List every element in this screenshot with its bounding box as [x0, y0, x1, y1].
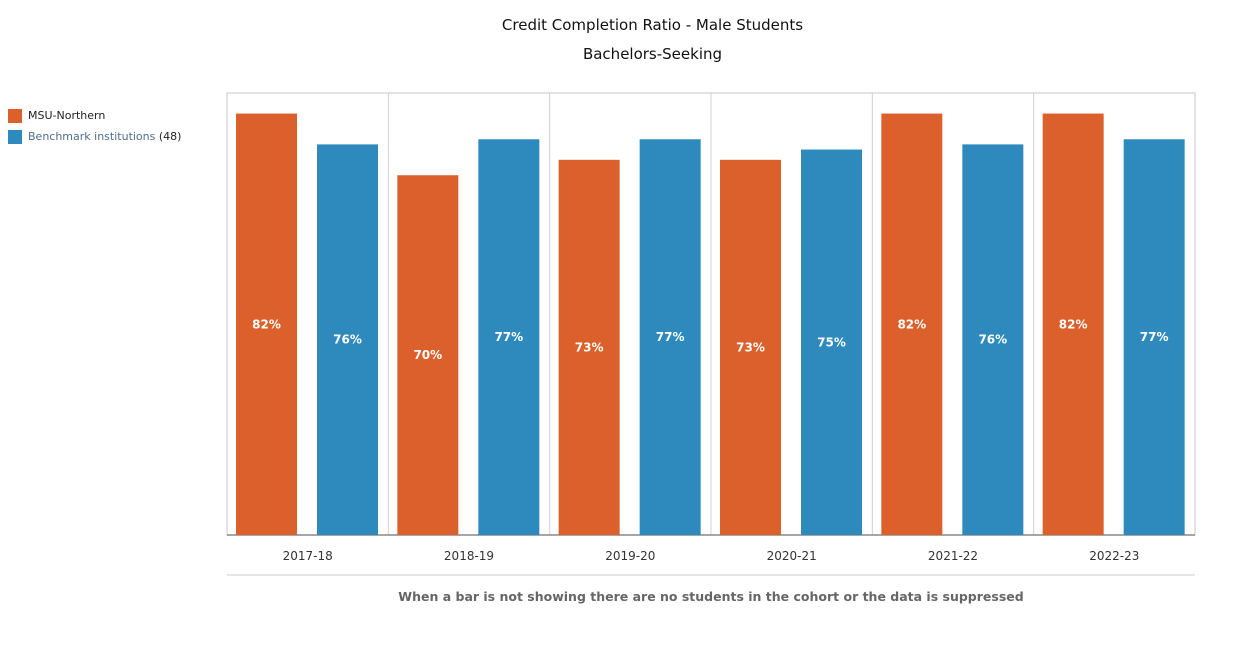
- bar-msu[interactable]: [1042, 113, 1104, 535]
- data-label: 76%: [333, 333, 362, 347]
- data-label: 82%: [1059, 317, 1088, 331]
- bar-benchmark[interactable]: [962, 144, 1024, 535]
- legend-count: (48): [158, 130, 182, 143]
- data-label: 77%: [494, 330, 523, 344]
- chart-subtitle: Bachelors-Seeking: [582, 45, 723, 63]
- chart-title: Credit Completion Ratio - Male Students: [501, 16, 804, 34]
- data-label: 82%: [897, 317, 926, 331]
- data-label: 70%: [413, 348, 442, 362]
- x-tick-label: 2020-21: [767, 549, 817, 563]
- data-label: 73%: [736, 340, 765, 354]
- x-tick-label: 2022-23: [1089, 549, 1139, 563]
- data-label: 73%: [575, 340, 604, 354]
- footnote: When a bar is not showing there are no s…: [398, 589, 1024, 604]
- x-tick-label: 2018-19: [444, 549, 494, 563]
- legend: MSU-Northern Benchmark institutions (48): [8, 105, 181, 147]
- data-label: 76%: [978, 333, 1007, 347]
- bar-msu[interactable]: [720, 159, 781, 535]
- legend-swatch: [8, 108, 22, 123]
- legend-swatch: [8, 129, 22, 144]
- legend-item-msu[interactable]: MSU-Northern: [8, 105, 181, 126]
- bar-benchmark[interactable]: [317, 144, 378, 535]
- legend-label: Benchmark institutions: [28, 130, 156, 143]
- data-label: 75%: [817, 335, 846, 349]
- bar-benchmark[interactable]: [639, 139, 701, 536]
- bar-benchmark[interactable]: [1123, 139, 1185, 536]
- data-label: 77%: [656, 330, 685, 344]
- bar-msu[interactable]: [236, 113, 297, 535]
- legend-item-benchmark[interactable]: Benchmark institutions (48): [8, 126, 181, 147]
- bar-msu[interactable]: [881, 113, 943, 535]
- legend-label: MSU-Northern: [28, 109, 106, 122]
- data-label: 82%: [252, 317, 281, 331]
- bar-benchmark[interactable]: [478, 139, 540, 536]
- bar-benchmark[interactable]: [801, 149, 862, 535]
- bar-msu[interactable]: [558, 159, 620, 535]
- bar-msu[interactable]: [397, 175, 459, 536]
- data-label: 77%: [1140, 330, 1169, 344]
- x-tick-label: 2017-18: [283, 549, 333, 563]
- x-tick-label: 2021-22: [928, 549, 978, 563]
- x-tick-label: 2019-20: [605, 549, 655, 563]
